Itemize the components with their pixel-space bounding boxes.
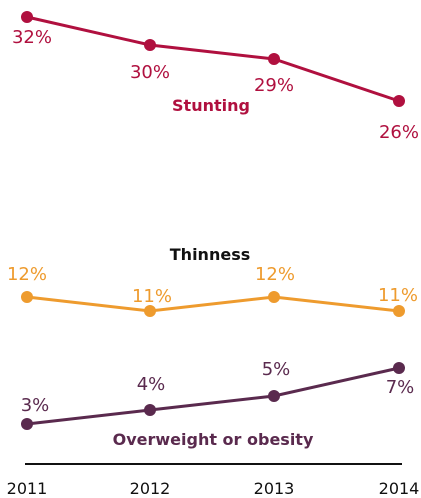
series-line-stunting [26,15,400,103]
data-label-thinness-2013: 12% [255,264,295,285]
data-label-overweight-or-obesity-2012: 4% [137,374,166,395]
x-tick-label-2012: 2012 [130,479,171,498]
series-layer: 32% 30% 29% 26% Stunting 12% 11% 12% 11% Thinness… [7,11,419,449]
series-overweight-or-obesity: 3% 4% 5% 7% Overweight or obesity [21,359,415,449]
data-point-thinness-2014 [393,305,405,317]
x-tick-label-2011: 2011 [7,479,48,498]
x-tick-label-2014: 2014 [379,479,420,498]
data-label-stunting-2013: 29% [254,75,294,96]
x-tick-label-2013: 2013 [254,479,295,498]
data-label-overweight-or-obesity-2014: 7% [386,377,415,398]
data-point-thinness-2013 [268,291,280,303]
data-label-stunting-2014: 26% [379,122,419,143]
data-point-stunting-2013 [268,53,280,65]
data-label-thinness-2014: 11% [378,285,418,306]
data-point-stunting-2012 [144,39,156,51]
series-thinness: 12% 11% 12% 11% Thinness [7,245,418,317]
data-point-stunting-2011 [21,11,33,23]
data-label-thinness-2012: 11% [132,286,172,307]
series-line-overweight-or-obesity [26,366,400,426]
series-line-thinness [26,295,400,313]
data-point-overweight-or-obesity-2013 [268,390,280,402]
data-label-overweight-or-obesity-2013: 5% [262,359,291,380]
data-point-thinness-2011 [21,291,33,303]
data-label-thinness-2011: 12% [7,264,47,285]
series-name-thinness: Thinness [170,245,250,264]
data-point-overweight-or-obesity-2014 [393,362,405,374]
series-name-stunting: Stunting [172,96,250,115]
data-point-thinness-2012 [144,305,156,317]
x-axis-ticks: 2011 2012 2013 2014 [7,479,420,498]
data-label-overweight-or-obesity-2011: 3% [21,395,50,416]
data-point-overweight-or-obesity-2012 [144,404,156,416]
data-label-stunting-2012: 30% [130,62,170,83]
series-name-overweight-or-obesity: Overweight or obesity [113,430,314,449]
data-label-stunting-2011: 32% [12,27,52,48]
data-point-stunting-2014 [393,95,405,107]
data-point-overweight-or-obesity-2011 [21,418,33,430]
series-stunting: 32% 30% 29% 26% Stunting [12,11,419,143]
